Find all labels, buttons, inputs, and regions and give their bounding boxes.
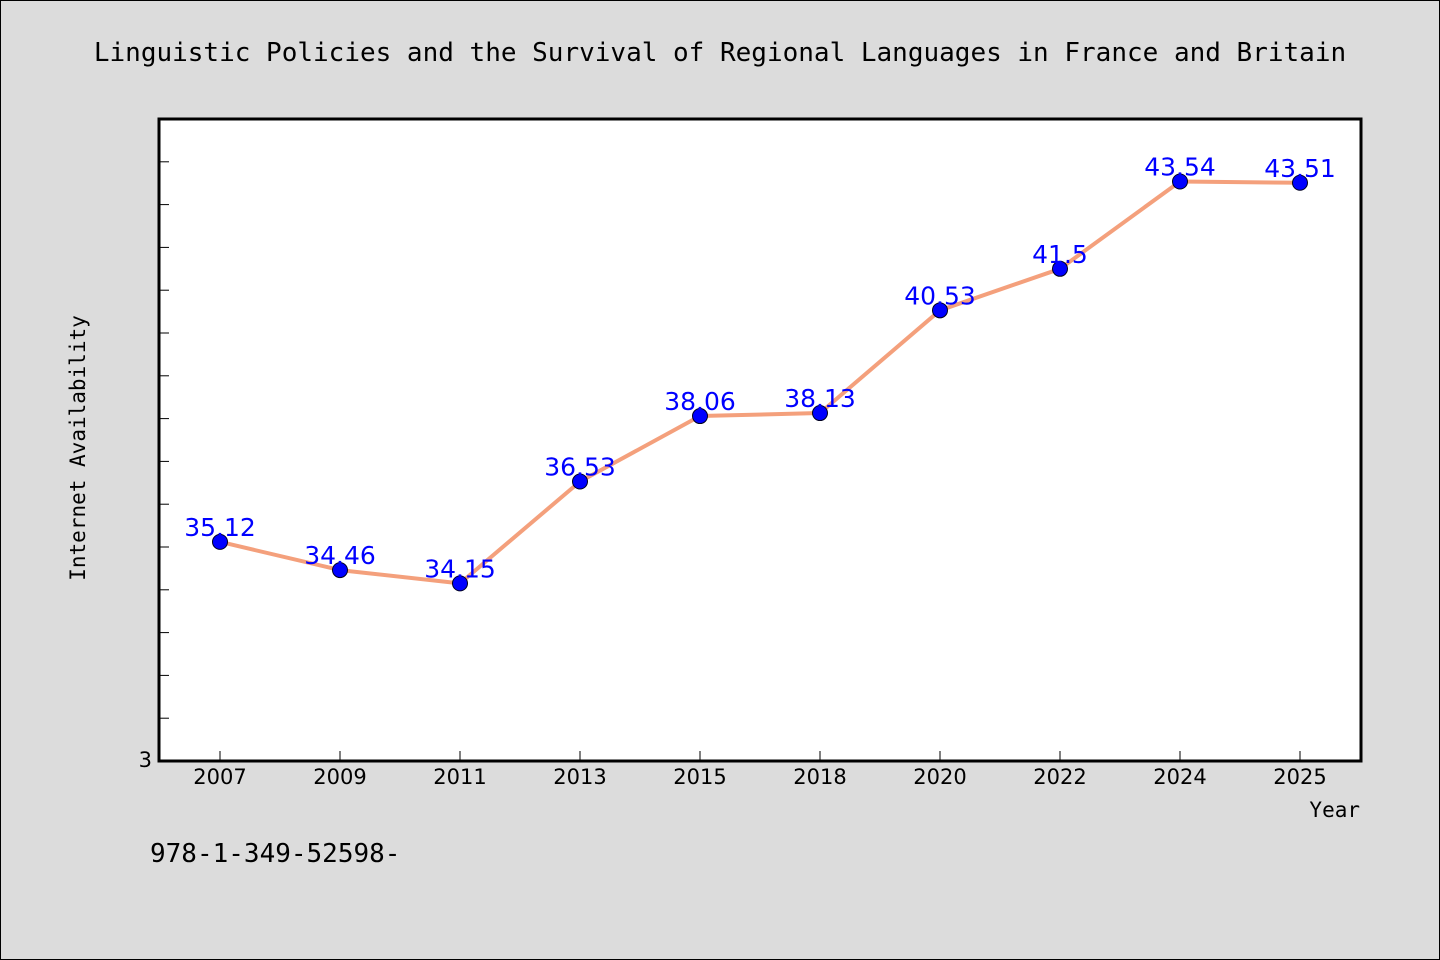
data-label: 38.13 bbox=[784, 384, 856, 413]
series-markers bbox=[212, 173, 1308, 592]
x-tick-labels: 2007 2009 2011 2013 2015 2018 2020 2022 2024 2025 bbox=[193, 765, 1326, 789]
x-axis-ticks bbox=[219, 751, 1301, 761]
data-label: 43.54 bbox=[1144, 152, 1216, 181]
x-tick-label: 2018 bbox=[793, 765, 846, 789]
data-point bbox=[572, 473, 588, 490]
x-tick-label: 2020 bbox=[913, 765, 966, 789]
x-tick-label: 2022 bbox=[1033, 765, 1086, 789]
x-tick-label: 2013 bbox=[553, 765, 606, 789]
data-point bbox=[692, 408, 708, 425]
y-axis-ticks bbox=[159, 161, 169, 719]
chart-title: Linguistic Policies and the Survival of … bbox=[94, 38, 1346, 68]
x-axis-label: Year bbox=[1309, 798, 1360, 822]
data-label: 41.5 bbox=[1032, 240, 1088, 269]
data-labels: 35.12 34.46 34.15 36.53 38.06 38.13 40.53 41.5 4… bbox=[184, 152, 1336, 583]
data-point bbox=[332, 562, 348, 579]
data-label: 43.51 bbox=[1264, 154, 1336, 183]
data-point bbox=[812, 405, 828, 422]
data-label: 40.53 bbox=[904, 281, 976, 310]
data-label: 35.12 bbox=[184, 513, 256, 542]
data-label: 34.15 bbox=[424, 554, 496, 583]
y-axis-label: Internet Availability bbox=[66, 315, 90, 581]
data-point bbox=[1172, 173, 1188, 190]
data-point bbox=[212, 533, 228, 550]
footer-isbn: 978-1-349-52598- bbox=[150, 839, 400, 869]
data-point bbox=[932, 302, 948, 319]
x-tick-label: 2007 bbox=[193, 765, 246, 789]
data-label: 38.06 bbox=[664, 387, 736, 416]
x-tick-label: 2011 bbox=[433, 765, 486, 789]
x-tick-label: 2024 bbox=[1153, 765, 1206, 789]
data-label: 34.46 bbox=[304, 541, 376, 570]
data-label: 36.53 bbox=[544, 453, 616, 482]
data-point bbox=[1292, 174, 1308, 191]
data-point bbox=[1052, 260, 1068, 277]
series-line bbox=[219, 179, 1301, 586]
x-tick-label: 2009 bbox=[313, 765, 366, 789]
y-tick-label: 3 bbox=[139, 748, 152, 772]
data-point bbox=[452, 575, 468, 592]
plot-area bbox=[157, 117, 1363, 763]
x-tick-label: 2015 bbox=[673, 765, 726, 789]
x-tick-label: 2025 bbox=[1273, 765, 1326, 789]
